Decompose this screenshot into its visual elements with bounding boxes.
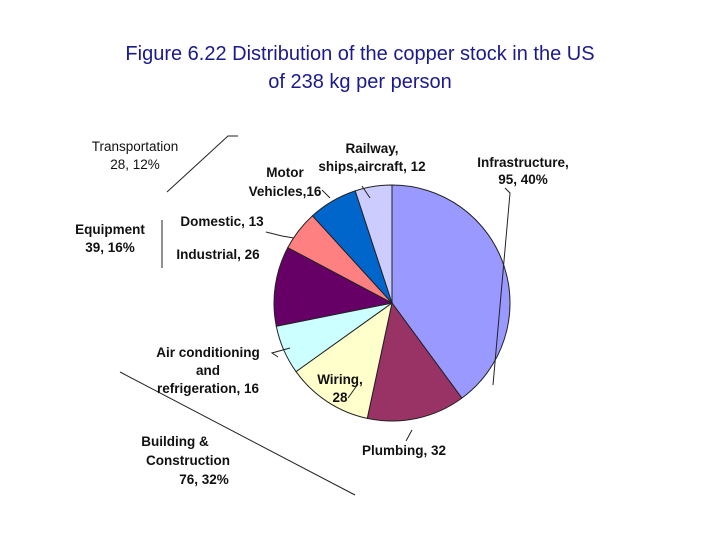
- pie-slice-railway-ships-aircraft: [354, 184, 393, 304]
- slice-label-air-conditioning-and-refrigeration: Air conditioning and refrigeration, 16: [156, 345, 260, 396]
- pie-slice-wiring: [295, 301, 393, 419]
- pie-slice-industrial: [273, 246, 394, 327]
- leader-line: [361, 185, 371, 199]
- leader-line: [321, 189, 331, 199]
- group-label-transportation: Transportation 28, 12%: [92, 139, 179, 172]
- slice-label-plumbing: Plumbing, 32: [362, 443, 446, 458]
- slice-labels: Infrastructure, 95, 40% Plumbing, 32 Wiring…: [156, 141, 569, 458]
- pie-slice-infrastructure: [391, 184, 511, 399]
- group-bracket: [166, 135, 238, 193]
- leader-line: [347, 383, 359, 399]
- slice-label-infrastructure: Infrastructure, 95, 40%: [477, 155, 569, 187]
- leader-line: [270, 347, 291, 358]
- slice-label-domestic: Domestic, 13: [180, 214, 264, 229]
- leader-line: [492, 187, 511, 386]
- slice-label-industrial: Industrial, 26: [176, 247, 260, 262]
- group-label-equipment: Equipment 39, 16%: [75, 222, 145, 255]
- group-label-building-construction: Building & Construction 76, 32%: [141, 434, 230, 487]
- leader-lines: [265, 185, 511, 442]
- pie-slices: [273, 184, 511, 422]
- group-bracket: [119, 371, 356, 496]
- slice-label-railway-ships-aircraft: Railway, ships,aircraft, 12: [318, 141, 425, 174]
- chart-title: Figure 6.22 Distribution of the copper s…: [0, 40, 720, 96]
- leader-line: [405, 429, 413, 442]
- pie-slice-plumbing: [366, 301, 463, 422]
- leader-line: [265, 231, 295, 239]
- slice-label-wiring: Wiring, 28: [317, 372, 363, 405]
- group-brackets: [119, 135, 356, 496]
- title-line-2: of 238 kg per person: [268, 71, 452, 93]
- slice-label-motor-vehicles: Motor Vehicles,16: [249, 165, 322, 199]
- title-line-1: Figure 6.22 Distribution of the copper s…: [125, 43, 595, 65]
- group-labels: Transportation 28, 12% Equipment 39, 16% Bui…: [75, 139, 230, 487]
